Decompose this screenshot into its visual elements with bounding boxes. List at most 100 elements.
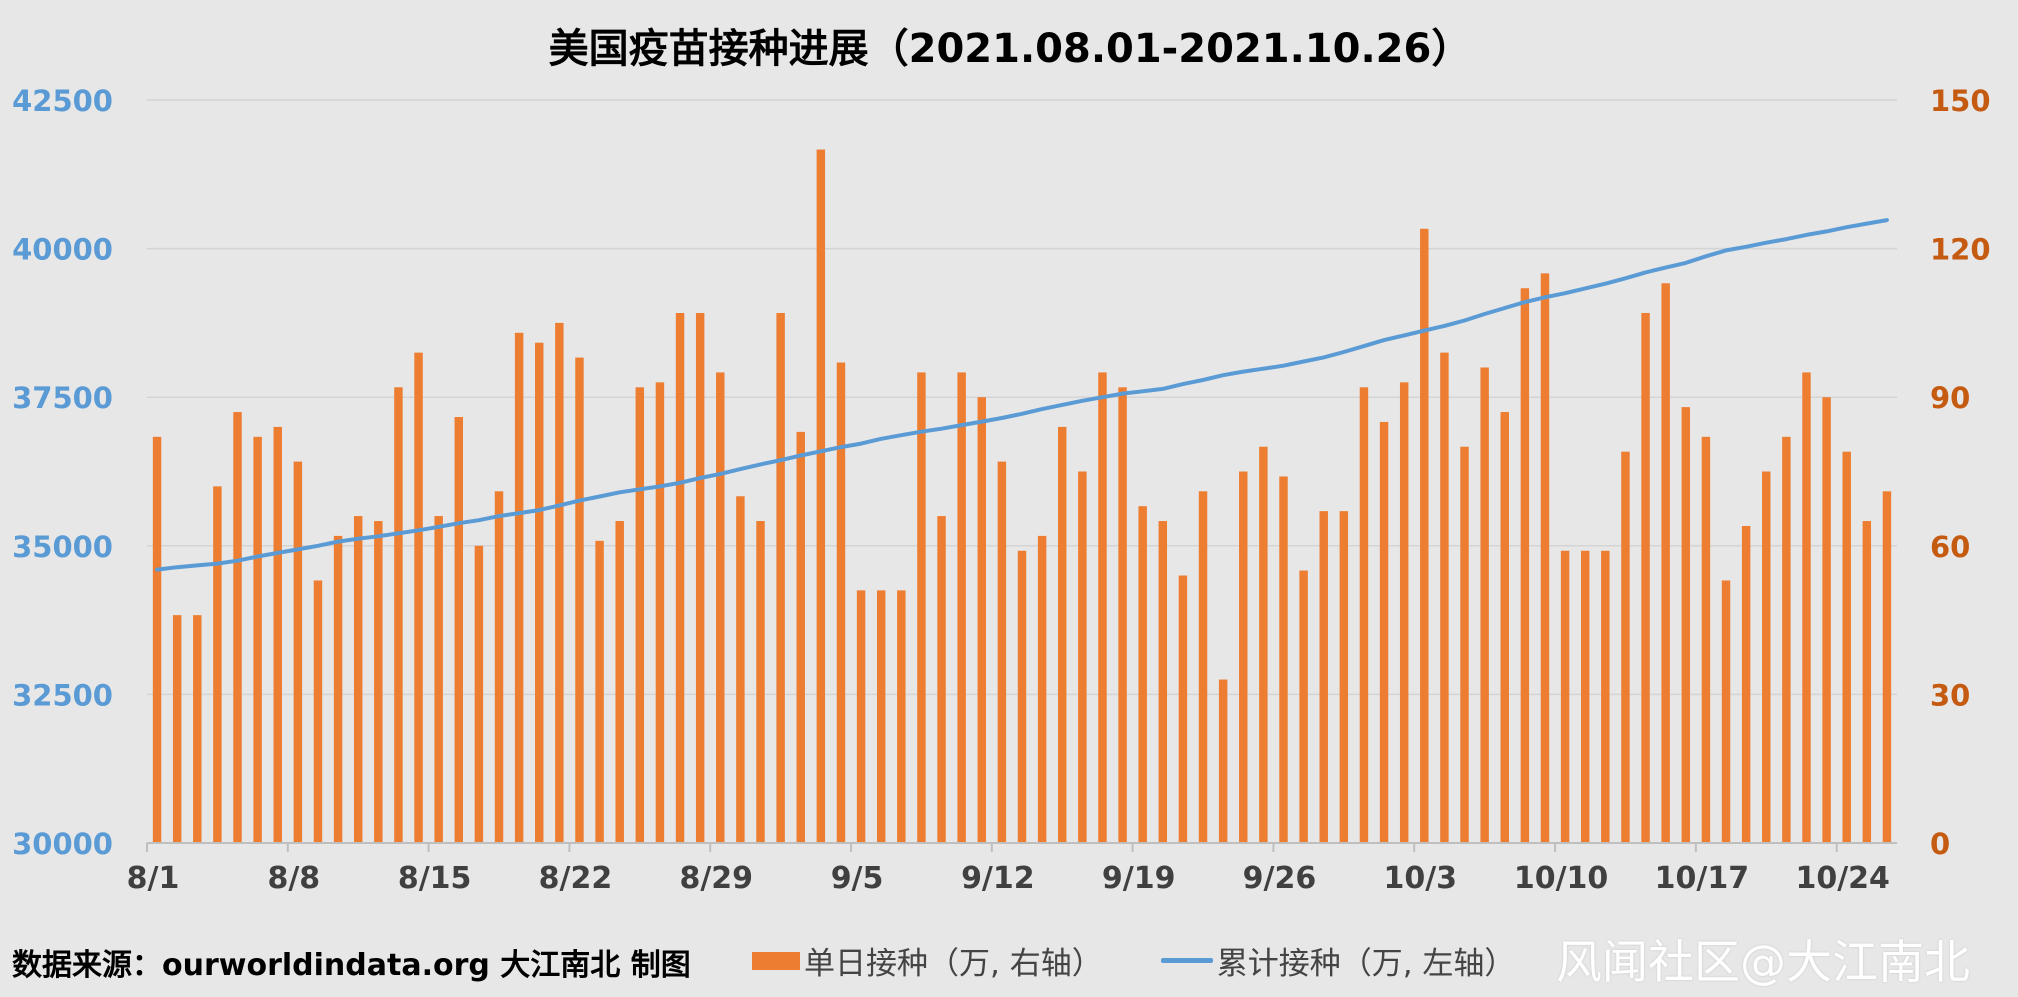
bar [293, 461, 303, 843]
bar [333, 535, 343, 843]
x-tick-label: 8/1 [127, 861, 180, 896]
bar [1560, 550, 1570, 843]
watermark: 风闻社区@大江南北 [1556, 935, 1970, 989]
bar [595, 540, 604, 843]
bar [1118, 387, 1127, 843]
bar-series-daily [152, 149, 1892, 844]
bar [1862, 521, 1872, 843]
bar [1299, 570, 1308, 843]
right-axis-label: 30 [1930, 678, 1970, 712]
bar [353, 516, 363, 843]
bar [977, 397, 986, 843]
left-axis-label: 42500 [12, 84, 113, 118]
bar [233, 412, 242, 843]
bar [1500, 412, 1509, 843]
right-axis-label: 120 [1930, 233, 1991, 267]
bar [253, 436, 262, 843]
bar [1339, 511, 1349, 843]
bar [756, 521, 765, 843]
bar [1138, 506, 1147, 843]
bar [193, 615, 202, 843]
x-tick-label: 9/12 [961, 861, 1035, 896]
bar [1681, 407, 1691, 843]
bar [1802, 372, 1811, 843]
bar [1399, 382, 1409, 843]
right-axis-label: 150 [1930, 84, 1991, 118]
bar [1741, 525, 1751, 843]
legend: 单日接种（万, 右轴） 累计接种（万, 左轴） [752, 938, 1573, 983]
bar [535, 342, 544, 843]
bar [635, 387, 645, 843]
x-tick-label: 8/8 [267, 861, 320, 896]
left-axis-label: 32500 [12, 678, 113, 712]
legend-label-cumulative: 累计接种（万, 左轴） [1216, 946, 1516, 982]
bar [655, 382, 665, 843]
data-source-note: 数据来源：ourworldindata.org 大江南北 制图 [12, 948, 691, 983]
bar [213, 486, 222, 843]
left-axis: 30000 32500 35000 37500 40000 42500 [12, 84, 113, 861]
bar [1762, 471, 1771, 843]
bar [394, 387, 403, 843]
bar [796, 431, 805, 843]
bar [172, 615, 182, 843]
bar [1158, 521, 1168, 843]
bar [1239, 471, 1248, 843]
right-axis-label: 60 [1930, 530, 1970, 564]
bar [937, 516, 946, 843]
legend-item-cumulative: 累计接种（万, 左轴） [1160, 938, 1516, 983]
bar [1540, 273, 1550, 843]
line-series-cumulative [155, 218, 1889, 572]
left-axis-label: 35000 [12, 530, 113, 564]
bar [1017, 550, 1027, 843]
legend-item-daily: 单日接种（万, 右轴） [752, 938, 1103, 983]
bar [273, 426, 282, 843]
bar [1098, 372, 1107, 843]
x-tick-label: 8/22 [539, 861, 613, 896]
bar [1178, 575, 1188, 843]
x-tick-label: 10/24 [1795, 861, 1889, 896]
left-axis-label: 40000 [12, 233, 113, 267]
bar [897, 590, 906, 843]
bar [1037, 535, 1047, 843]
bar [695, 312, 705, 843]
cumulative-line [155, 218, 1889, 572]
left-axis-label: 30000 [12, 827, 113, 861]
right-axis-label: 0 [1930, 827, 1950, 861]
bar [555, 322, 564, 843]
bar [1701, 436, 1711, 843]
bar [1460, 446, 1469, 843]
bar [1882, 491, 1892, 843]
bar [615, 521, 624, 843]
bar [1822, 397, 1831, 843]
bar [1279, 476, 1288, 843]
legend-swatch-bar [752, 951, 800, 970]
bar [1198, 491, 1208, 843]
bar [494, 491, 504, 843]
bar [575, 357, 584, 843]
x-tick-label: 8/15 [398, 861, 472, 896]
bar [1621, 451, 1630, 843]
chart-title: 美国疫苗接种进展（2021.08.01-2021.10.26） [549, 26, 1472, 72]
bar [997, 461, 1007, 843]
bar [1440, 352, 1449, 843]
bar [1782, 436, 1791, 843]
bar [454, 417, 464, 843]
bar [1580, 550, 1590, 843]
left-axis-label: 37500 [12, 381, 113, 415]
bar [474, 545, 484, 843]
bar [1601, 550, 1610, 843]
bar [1641, 312, 1650, 843]
x-tick-label: 9/5 [831, 861, 884, 896]
bar [736, 496, 745, 843]
bar [1520, 288, 1530, 843]
bar [1721, 580, 1731, 843]
bar [776, 312, 785, 843]
bar [1319, 511, 1328, 843]
bar [836, 362, 846, 843]
bar [434, 516, 443, 843]
bar [1259, 446, 1268, 843]
bar [1842, 451, 1851, 843]
right-axis-label: 90 [1930, 381, 1970, 415]
